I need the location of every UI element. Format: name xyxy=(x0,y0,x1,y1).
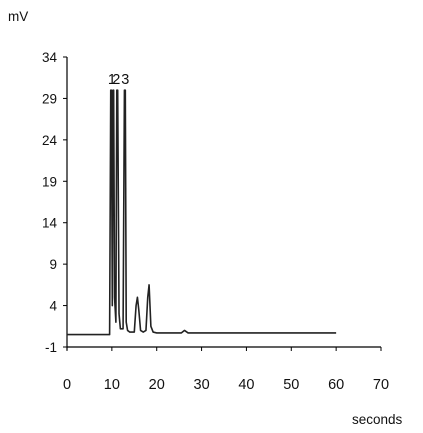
y-tick-label: 14 xyxy=(42,216,58,231)
plot-area xyxy=(67,89,337,336)
y-tick-label: 19 xyxy=(42,174,57,189)
peak-label-1: 1 xyxy=(108,72,116,88)
axes: -1 4 9 14 19 24 29 34 0 10 20 30 40 50 60 70 xyxy=(42,50,389,393)
x-axis-unit-label: seconds xyxy=(352,412,403,427)
y-tick-label: 24 xyxy=(42,133,58,148)
y-tick-label: 34 xyxy=(42,50,58,65)
y-tick-label: 9 xyxy=(49,257,57,272)
y-tick-label: -1 xyxy=(45,340,57,355)
y-axis-unit-label: mV xyxy=(8,9,28,24)
x-tick-label: 50 xyxy=(283,377,299,393)
y-tick-label: 29 xyxy=(42,91,57,106)
peak-label-2: 2 xyxy=(112,72,120,88)
peak-label-3: 3 xyxy=(121,72,129,88)
x-tick-label: 10 xyxy=(104,377,120,393)
y-tick-label: 4 xyxy=(49,299,57,314)
x-tick-label: 20 xyxy=(149,377,165,393)
series-line xyxy=(67,89,337,336)
x-tick-label: 40 xyxy=(238,377,254,393)
peak-annotations: 12 3 xyxy=(108,72,130,88)
x-tick-label: 70 xyxy=(373,377,389,393)
x-tick-label: 0 xyxy=(63,377,71,393)
x-tick-label: 30 xyxy=(194,377,210,393)
x-tick-label: 60 xyxy=(328,377,344,393)
